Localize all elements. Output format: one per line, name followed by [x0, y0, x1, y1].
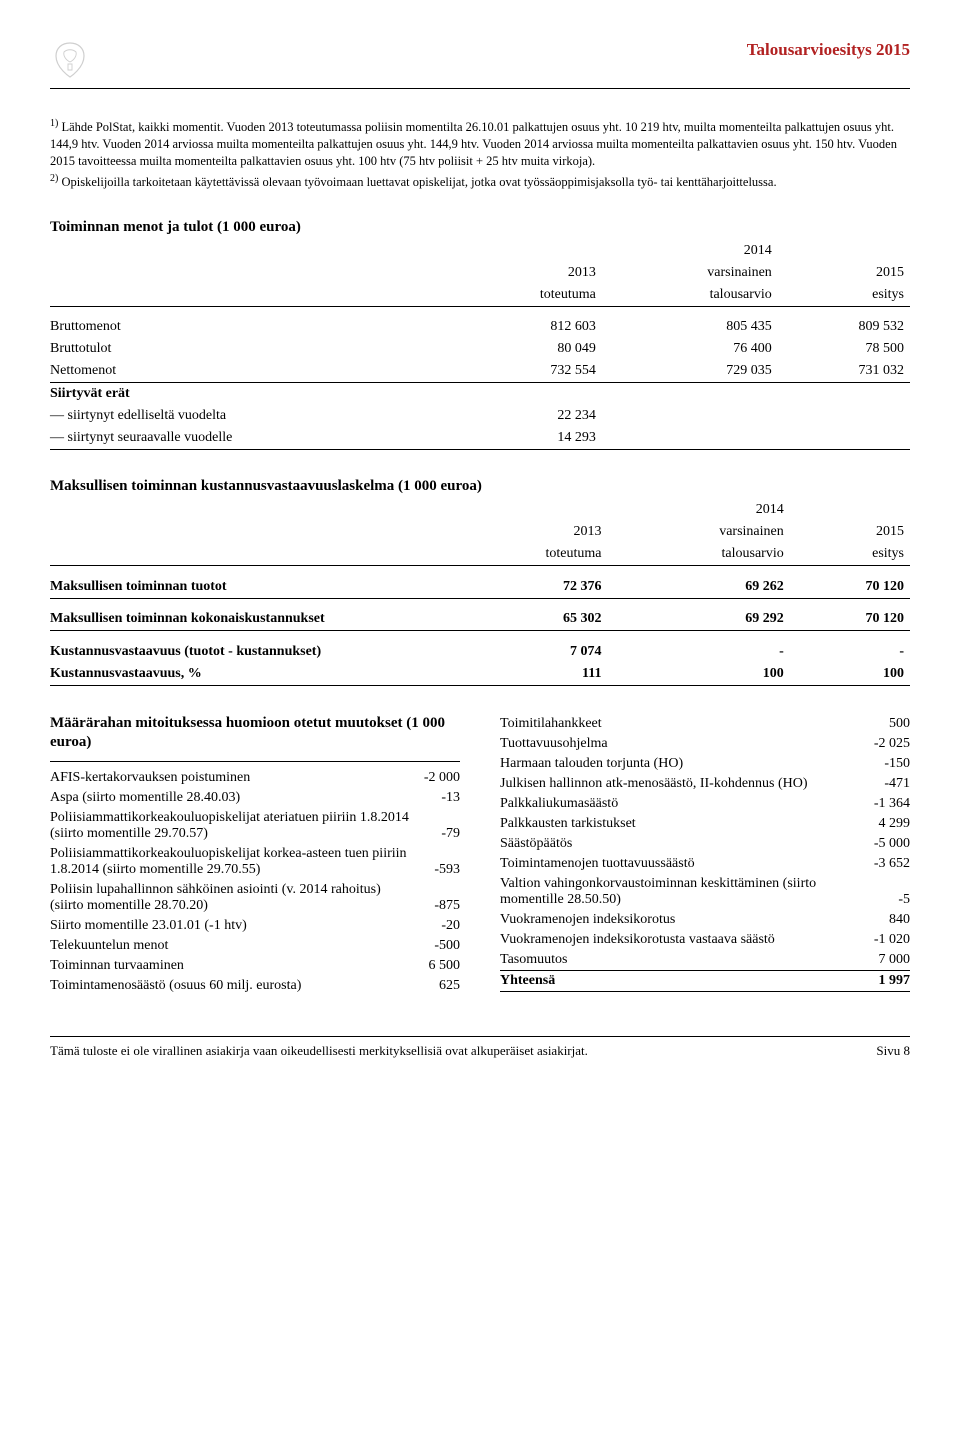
col-2014b: varsinainen	[602, 262, 778, 284]
footnote-1: Lähde PolStat, kaikki momentit. Vuoden 2…	[50, 120, 897, 168]
document-title: Talousarvioesitys 2015	[747, 40, 910, 60]
footer-disclaimer: Tämä tuloste ei ole virallinen asiakirja…	[50, 1043, 588, 1059]
list-item: AFIS-kertakorvauksen poistuminen-2 000	[50, 768, 460, 788]
changes-list-right: Toimitilahankkeet500Tuottavuusohjelma-2 …	[500, 714, 910, 996]
list-item: Poliisin lupahallinnon sähköinen asioint…	[50, 880, 460, 916]
siirtyvat-header: Siirtyvät erät	[50, 383, 910, 406]
list-item: Poliisiammattikorkeakouluopiskelijat ate…	[50, 808, 460, 844]
table-row: Kustannusvastaavuus, % 111 100 100	[50, 663, 910, 686]
list-item: Toimintamenojen tuottavuussäästö-3 652	[500, 854, 910, 874]
list-item: Toimitilahankkeet500	[500, 714, 910, 734]
table-row: Maksullisen toiminnan kokonaiskustannuks…	[50, 608, 910, 631]
table2-title: Maksullisen toiminnan kustannusvastaavuu…	[50, 478, 910, 495]
list-item: Toiminnan turvaaminen6 500	[50, 956, 460, 976]
page-footer: Tämä tuloste ei ole virallinen asiakirja…	[50, 1036, 910, 1059]
table-row: — siirtynyt seuraavalle vuodelle 14 293	[50, 427, 910, 450]
table-row: Maksullisen toiminnan tuotot 72 376 69 2…	[50, 576, 910, 599]
list-item: Vuokramenojen indeksikorotus840	[500, 910, 910, 930]
list-item: Valtion vahingonkorvaustoiminnan keskitt…	[500, 874, 910, 910]
changes-list-left: AFIS-kertakorvauksen poistuminen-2 000As…	[50, 761, 460, 996]
col-2013: 2013	[446, 262, 602, 284]
list-item: Telekuuntelun menot-500	[50, 936, 460, 956]
changes-title: Määrärahan mitoituksessa huomioon otetut…	[50, 714, 460, 752]
table-row: Bruttotulot 80 049 76 400 78 500	[50, 338, 910, 360]
col-esitys: esitys	[778, 284, 910, 307]
coat-of-arms-icon	[50, 40, 90, 80]
table1-title: Toiminnan menot ja tulot (1 000 euroa)	[50, 219, 910, 236]
list-item: Harmaan talouden torjunta (HO)-150	[500, 754, 910, 774]
changes-section: Määrärahan mitoituksessa huomioon otetut…	[50, 714, 910, 996]
list-item: Poliisiammattikorkeakouluopiskelijat kor…	[50, 844, 460, 880]
list-item: Tasomuutos7 000	[500, 950, 910, 971]
list-item: Palkkausten tarkistukset4 299	[500, 814, 910, 834]
list-item: Vuokramenojen indeksikorotusta vastaava …	[500, 930, 910, 950]
col-toteutuma: toteutuma	[446, 284, 602, 307]
table-cost-correspondence: 2014 2013 varsinainen 2015 toteutuma tal…	[50, 499, 910, 686]
table-row: — siirtynyt edelliseltä vuodelta 22 234	[50, 405, 910, 427]
list-item: Palkkaliukumasäästö-1 364	[500, 794, 910, 814]
col-2015: 2015	[778, 262, 910, 284]
document-header: Talousarvioesitys 2015	[50, 40, 910, 89]
col-2014: 2014	[602, 240, 778, 262]
list-item: Säästöpäätös-5 000	[500, 834, 910, 854]
list-item: Aspa (siirto momentille 28.40.03)-13	[50, 788, 460, 808]
footnotes: 1) Lähde PolStat, kaikki momentit. Vuode…	[50, 117, 910, 191]
page-number: Sivu 8	[876, 1043, 910, 1059]
table-income-expenses: 2014 2013 varsinainen 2015 toteutuma tal…	[50, 240, 910, 451]
table-row: Bruttomenot 812 603 805 435 809 532	[50, 316, 910, 338]
list-item: Julkisen hallinnon atk-menosäästö, II-ko…	[500, 774, 910, 794]
table-row: Nettomenot 732 554 729 035 731 032	[50, 360, 910, 383]
footnote-2: Opiskelijoilla tarkoitetaan käytettäviss…	[61, 175, 776, 189]
list-item: Tuottavuusohjelma-2 025	[500, 734, 910, 754]
list-item: Toimintamenosäästö (osuus 60 milj. euros…	[50, 976, 460, 996]
col-talousarvio: talousarvio	[602, 284, 778, 307]
list-item: Siirto momentille 23.01.01 (-1 htv)-20	[50, 916, 460, 936]
table-row: Kustannusvastaavuus (tuotot - kustannuks…	[50, 641, 910, 663]
changes-total: Yhteensä1 997	[500, 970, 910, 991]
